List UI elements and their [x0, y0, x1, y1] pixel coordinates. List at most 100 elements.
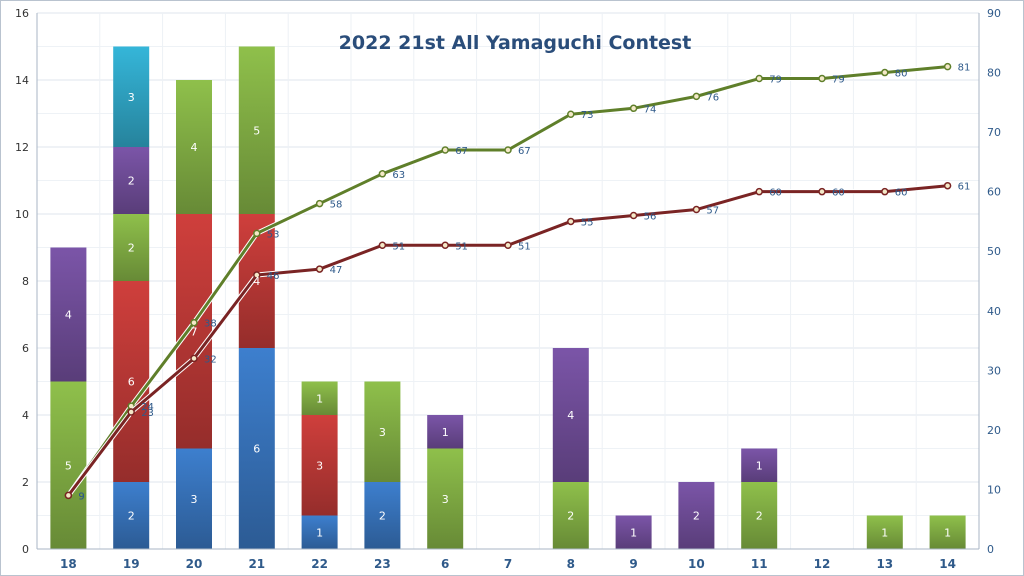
x-tick-label: 18	[60, 557, 77, 571]
bar-segment-label: 3	[191, 493, 198, 506]
bar-segment	[364, 482, 401, 549]
bar-segment-label: 5	[253, 124, 260, 137]
point-label: 57	[706, 206, 719, 217]
series-point	[315, 199, 324, 208]
x-tick-label: 6	[441, 557, 449, 571]
x-tick-label: 9	[629, 557, 637, 571]
bar-segment-label: 1	[881, 526, 888, 539]
bar-segment-label: 2	[379, 510, 386, 523]
series-point	[378, 170, 387, 178]
bar-segment-label: 1	[442, 426, 449, 439]
bars	[50, 46, 966, 549]
point-label: 74	[644, 104, 657, 115]
bar-segment	[113, 482, 150, 549]
bar-segment	[238, 348, 275, 549]
bar-segment	[113, 214, 150, 281]
point-label: 9	[78, 491, 84, 502]
point-label: 23	[141, 408, 154, 419]
bar-segment-label: 3	[128, 91, 135, 104]
bar-segment-label: 4	[567, 409, 574, 422]
y-right-tick-label: 70	[987, 126, 1001, 139]
bar-segment-label: 1	[756, 459, 763, 472]
bar-segment	[301, 381, 338, 415]
series-point	[881, 187, 889, 196]
bar-segment-label: 1	[316, 392, 323, 405]
bar-segment	[176, 448, 212, 549]
y-left-tick-label: 4	[22, 409, 29, 422]
y-right-tick-label: 80	[987, 67, 1001, 80]
y-right-tick-label: 10	[987, 483, 1001, 496]
x-tick-label: 10	[688, 557, 705, 571]
y-left-tick-label: 12	[15, 141, 29, 154]
bar-segment-label: 6	[253, 443, 260, 456]
x-tick-label: 21	[248, 557, 265, 571]
point-label: 24	[141, 402, 154, 413]
point-label: 63	[392, 170, 405, 181]
bar-segment	[552, 348, 589, 482]
chart-title: 2022 21st All Yamaguchi Contest	[339, 32, 692, 54]
point-label: 32	[204, 354, 217, 365]
bar-segment	[238, 46, 275, 214]
series-point	[253, 271, 261, 279]
bar-segment-label: 5	[65, 459, 72, 472]
series-point	[943, 181, 952, 190]
series-point	[755, 187, 763, 196]
y-right-tick-label: 30	[987, 364, 1001, 377]
point-label: 81	[958, 63, 971, 74]
y-left-tick-label: 14	[15, 74, 29, 87]
series-point	[378, 241, 387, 250]
series-point	[692, 205, 701, 214]
point-label: 60	[895, 188, 908, 199]
x-tick-label: 14	[939, 557, 956, 571]
bar-segment-label: 3	[442, 493, 449, 506]
series-point	[190, 318, 198, 327]
point-label: 47	[330, 265, 343, 276]
series-point	[818, 187, 826, 196]
x-tick-label: 20	[186, 557, 203, 571]
point-label: 76	[706, 92, 719, 103]
bar-segment-label: 1	[316, 526, 323, 539]
bar-segment-label: 2	[693, 510, 700, 523]
bar-segment-label: 6	[128, 376, 135, 389]
bar-segment	[741, 448, 778, 482]
series-point	[629, 211, 638, 220]
series-point	[127, 408, 135, 416]
bar-segment-label: 1	[944, 526, 951, 539]
series-point	[441, 241, 449, 250]
point-label: 58	[330, 200, 343, 211]
point-label: 55	[581, 217, 594, 228]
series-point	[253, 229, 261, 238]
series-point	[567, 110, 575, 118]
y-left-tick-label: 2	[22, 476, 29, 489]
point-label: 67	[455, 146, 468, 157]
y-right-tick-label: 0	[987, 543, 994, 556]
series-point	[190, 354, 198, 363]
bar-segment-label: 2	[128, 175, 135, 188]
y-left-tick-label: 16	[15, 7, 29, 20]
point-label: 51	[455, 241, 468, 252]
y-left-tick-label: 10	[15, 208, 29, 221]
point-label: 56	[644, 211, 657, 222]
series-point	[818, 74, 826, 83]
x-tick-label: 7	[504, 557, 512, 571]
point-label: 61	[958, 182, 971, 193]
bar-segment-label: 1	[630, 526, 637, 539]
bar-segment	[427, 448, 464, 549]
x-tick-label: 11	[751, 557, 768, 571]
bar-segment	[552, 482, 589, 549]
series-point	[315, 265, 324, 273]
series-point	[504, 241, 512, 250]
y-left-tick-label: 8	[22, 275, 29, 288]
point-label: 79	[832, 75, 845, 86]
x-tick-label: 19	[123, 557, 140, 571]
series-point	[567, 217, 575, 226]
point-label: 60	[769, 188, 782, 199]
y-right-tick-label: 90	[987, 7, 1001, 20]
bar-segment-label: 2	[128, 242, 135, 255]
y-left-tick-label: 6	[22, 342, 29, 355]
series-point	[629, 104, 638, 113]
bar-segment	[364, 381, 401, 482]
point-label: 79	[769, 75, 782, 86]
point-label: 73	[581, 110, 594, 121]
